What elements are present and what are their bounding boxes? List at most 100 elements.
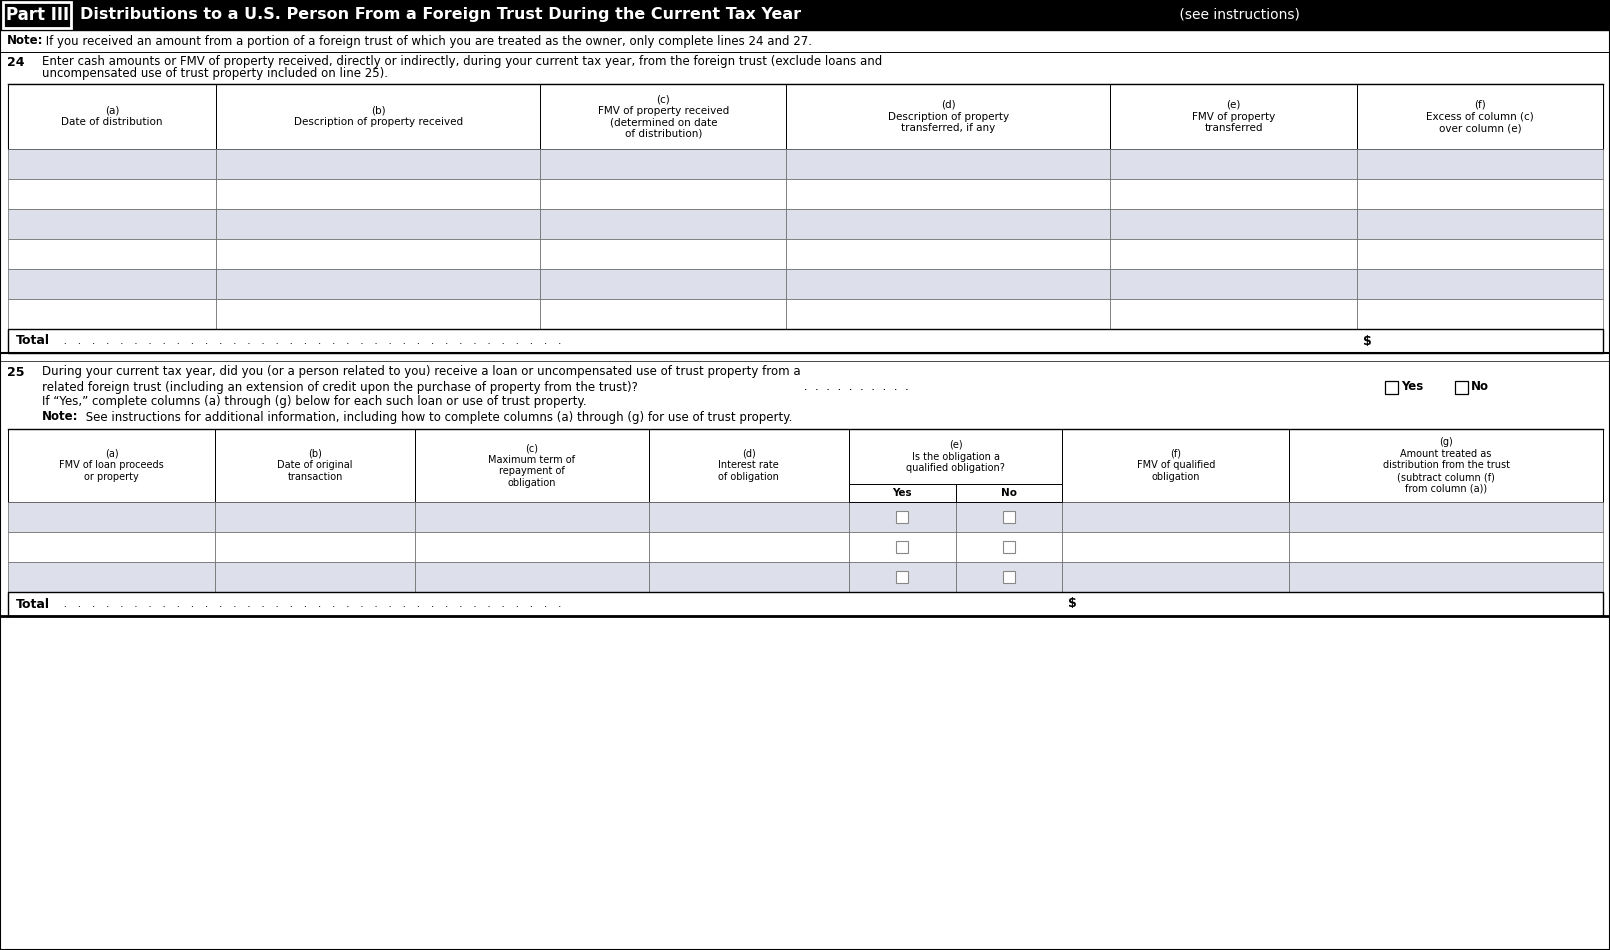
Bar [1111, 84, 1357, 149]
Text: (b)
Description of property received: (b) Description of property received [293, 105, 462, 127]
Bar [8, 532, 214, 562]
Bar [539, 239, 787, 269]
Bar [539, 299, 787, 329]
Bar [539, 209, 787, 239]
Bar [3, 2, 71, 28]
Bar [539, 269, 787, 299]
Text: (f)
FMV of qualified
obligation: (f) FMV of qualified obligation [1137, 449, 1216, 482]
Bar [787, 209, 1111, 239]
Text: (d)
Description of property
transferred, if any: (d) Description of property transferred,… [887, 100, 1009, 133]
Bar [1290, 532, 1604, 562]
Bar [8, 239, 216, 269]
Bar [1003, 571, 1014, 583]
Bar [8, 592, 1604, 616]
Bar [1111, 299, 1357, 329]
Text: See instructions for additional information, including how to complete columns (: See instructions for additional informat… [82, 410, 792, 424]
Bar [415, 502, 649, 532]
Bar [956, 532, 1063, 562]
Bar [1290, 429, 1604, 502]
Text: (e)
FMV of property
transferred: (e) FMV of property transferred [1191, 100, 1275, 133]
Bar [956, 502, 1063, 532]
Bar [1357, 149, 1604, 179]
Bar [415, 429, 649, 502]
Text: Note:: Note: [6, 34, 43, 48]
Bar [787, 239, 1111, 269]
Text: .  .  .  .  .  .  .  .  .  .: . . . . . . . . . . [800, 381, 908, 393]
Bar [1111, 239, 1357, 269]
Bar [8, 299, 216, 329]
Text: $: $ [1069, 598, 1077, 611]
Text: 25: 25 [6, 366, 24, 378]
Text: Total: Total [16, 598, 50, 611]
Bar [415, 532, 649, 562]
Text: (a)
Date of distribution: (a) Date of distribution [61, 105, 163, 127]
Bar [216, 239, 539, 269]
Text: 24: 24 [6, 55, 24, 68]
Text: During your current tax year, did you (or a person related to you) receive a loa: During your current tax year, did you (o… [42, 366, 800, 378]
Bar [1111, 269, 1357, 299]
Text: (a)
FMV of loan proceeds
or property: (a) FMV of loan proceeds or property [60, 449, 164, 482]
Bar [956, 562, 1063, 592]
Bar [8, 149, 216, 179]
Text: Yes: Yes [892, 488, 913, 498]
Bar [787, 84, 1111, 149]
Text: .   .   .   .   .   .   .   .   .   .   .   .   .   .   .   .   .   .   .   .   : . . . . . . . . . . . . . . . . . . . . [60, 336, 568, 346]
Bar [8, 562, 214, 592]
Text: (f)
Excess of column (c)
over column (e): (f) Excess of column (c) over column (e) [1426, 100, 1534, 133]
Text: Enter cash amounts or FMV of property received, directly or indirectly, during y: Enter cash amounts or FMV of property re… [42, 55, 882, 68]
Bar [8, 179, 216, 209]
Bar [1063, 562, 1290, 592]
Text: (c)
Maximum term of
repayment of
obligation: (c) Maximum term of repayment of obligat… [488, 443, 575, 488]
Bar [1003, 511, 1014, 523]
Bar [8, 209, 216, 239]
Bar [0, 0, 1610, 30]
Bar [649, 562, 848, 592]
Bar [649, 502, 848, 532]
Text: related foreign trust (including an extension of credit upon the purchase of pro: related foreign trust (including an exte… [42, 381, 638, 393]
Bar [649, 532, 848, 562]
Text: (e)
Is the obligation a
qualified obligation?: (e) Is the obligation a qualified obliga… [906, 440, 1005, 473]
Bar [1290, 502, 1604, 532]
Bar [0, 30, 1610, 52]
Text: (see instructions): (see instructions) [1175, 8, 1299, 22]
Bar [1063, 429, 1290, 502]
Bar [415, 562, 649, 592]
Bar [848, 532, 956, 562]
Bar [1357, 239, 1604, 269]
Bar [848, 429, 1063, 484]
Bar [1455, 381, 1468, 393]
Bar [1357, 209, 1604, 239]
Text: Total: Total [16, 334, 50, 348]
Bar [649, 429, 848, 502]
Text: $: $ [1362, 334, 1372, 348]
Bar [8, 502, 214, 532]
Bar [1111, 149, 1357, 179]
Bar [897, 541, 908, 553]
Bar [216, 149, 539, 179]
Bar [1111, 179, 1357, 209]
Bar [1290, 562, 1604, 592]
Bar [787, 269, 1111, 299]
Bar [539, 84, 787, 149]
Text: Yes: Yes [1401, 381, 1423, 393]
Bar [214, 502, 415, 532]
Text: No: No [1001, 488, 1018, 498]
Bar [1357, 269, 1604, 299]
Bar [8, 269, 216, 299]
Bar [8, 329, 1604, 353]
Bar [848, 484, 956, 502]
Bar [956, 484, 1063, 502]
Bar [216, 269, 539, 299]
Bar [214, 532, 415, 562]
Text: (c)
FMV of property received
(determined on date
of distribution): (c) FMV of property received (determined… [597, 94, 729, 139]
Bar [1357, 299, 1604, 329]
Bar [1357, 179, 1604, 209]
Text: uncompensated use of trust property included on line 25).: uncompensated use of trust property incl… [42, 67, 388, 81]
Text: No: No [1472, 381, 1489, 393]
Bar [1385, 381, 1397, 393]
Text: (g)
Amount treated as
distribution from the trust
(subtract column (f)
from colu: (g) Amount treated as distribution from … [1383, 437, 1510, 494]
Bar [787, 299, 1111, 329]
Bar [1111, 209, 1357, 239]
Text: .   .   .   .   .   .   .   .   .   .   .   .   .   .   .   .   .   .   .   .   : . . . . . . . . . . . . . . . . . . . . [60, 599, 568, 609]
Bar [539, 179, 787, 209]
